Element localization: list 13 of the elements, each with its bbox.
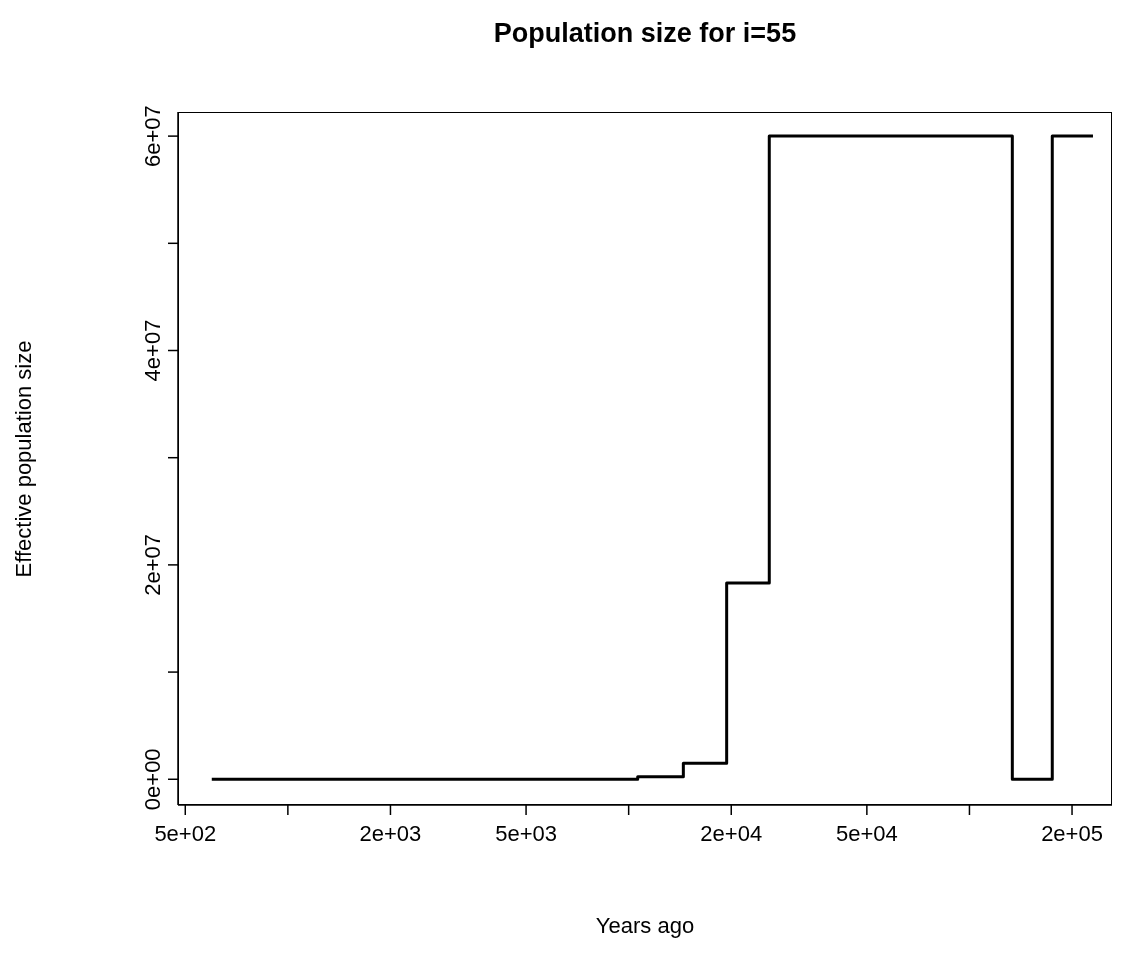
y-tick-label: 4e+07 (140, 319, 165, 382)
x-tick-label: 5e+04 (835, 821, 898, 846)
x-tick-label: 5e+03 (495, 821, 557, 846)
y-tick-label: 6e+07 (140, 105, 165, 168)
x-tick-label: 2e+05 (1041, 821, 1103, 846)
y-tick-label: 2e+07 (140, 533, 165, 596)
x-axis-title: Years ago (594, 913, 696, 939)
x-tick-label: 2e+03 (359, 821, 422, 846)
y-axis-title: Effective population size (11, 340, 37, 577)
x-tick-label: 5e+02 (154, 821, 217, 846)
chart-title: Population size for i=55 (492, 18, 798, 49)
x-tick-label: 2e+04 (700, 821, 763, 846)
y-tick-label: 0e+00 (140, 748, 165, 811)
